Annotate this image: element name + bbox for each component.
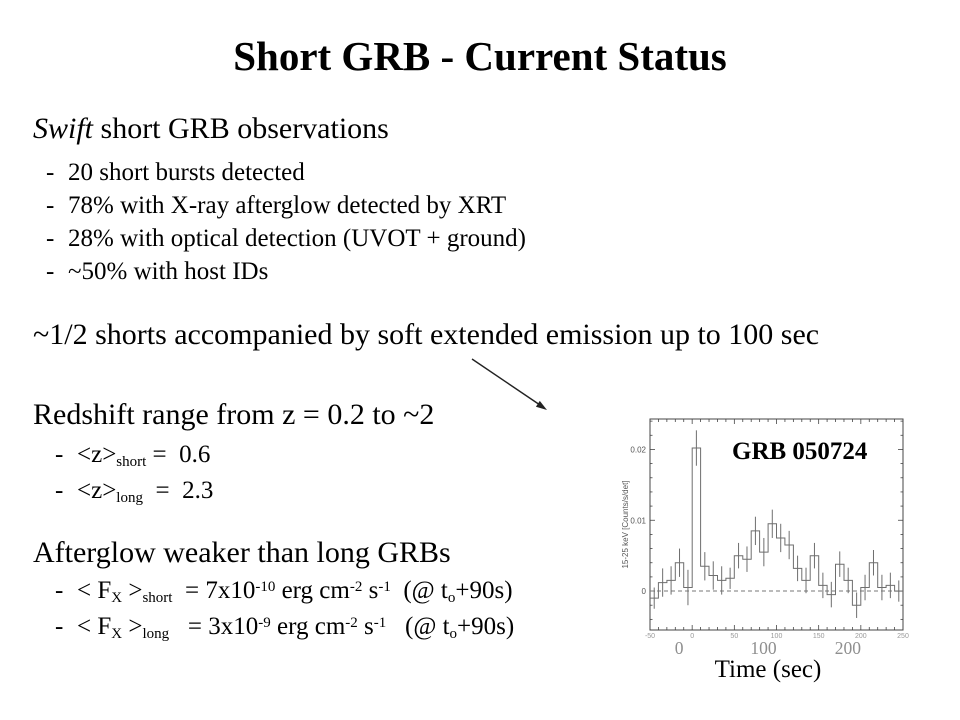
redshift-bullet-list: - <z>short = 0.6 - <z>long = 2.3	[55, 438, 213, 510]
bullet-dash: -	[46, 225, 55, 252]
list-item: - 28% with optical detection (UVOT + gro…	[46, 223, 526, 256]
bullet-dash: -	[46, 192, 55, 219]
redshift-heading: Redshift range from z = 0.2 to ~2	[33, 398, 435, 431]
bullet-text: < FX >long = 3x10-9 erg cm-2 s-1 (@ to+9…	[77, 613, 515, 643]
svg-text:250: 250	[897, 633, 909, 640]
extended-emission-statement: ~1/2 shorts accompanied by soft extended…	[33, 318, 820, 351]
plot-title: GRB 050724	[732, 438, 868, 465]
bullet-text: <z>short = 0.6	[77, 441, 211, 471]
observations-heading-rest: short GRB observations	[93, 112, 389, 145]
lightcurve-plot-canvas: 0 0.01 0.02 15-25 keV [Counts/s/det] -50 0 50 1…	[621, 418, 909, 658]
bullet-dash: -	[55, 613, 64, 640]
list-item: - <z>short = 0.6	[55, 438, 213, 474]
list-item: - ~50% with host IDs	[46, 256, 526, 289]
bullet-text: 28% with optical detection (UVOT + groun…	[68, 225, 526, 252]
svg-text:100: 100	[771, 633, 783, 640]
list-item: - 78% with X-ray afterglow detected by X…	[46, 190, 526, 223]
bullet-text: <z>long = 2.3	[77, 477, 214, 507]
bullet-dash: -	[55, 441, 64, 468]
afterglow-heading: Afterglow weaker than long GRBs	[33, 536, 451, 569]
afterglow-bullet-list: - < FX >short = 7x10-10 erg cm-2 s-1 (@ …	[55, 574, 514, 646]
svg-text:200: 200	[855, 633, 867, 640]
svg-text:0.02: 0.02	[630, 445, 646, 454]
svg-text:100: 100	[750, 638, 777, 658]
observations-heading: Swift short GRB observations	[33, 112, 389, 146]
list-item: - 20 short bursts detected	[46, 157, 526, 190]
bullet-text: 20 short bursts detected	[68, 159, 305, 186]
svg-text:150: 150	[813, 633, 825, 640]
page-title: Short GRB - Current Status	[233, 33, 727, 79]
grb-lightcurve-plot: 0 0.01 0.02 15-25 keV [Counts/s/det] -50 0 50 1…	[618, 412, 918, 712]
svg-text:200: 200	[835, 638, 862, 658]
list-item: - <z>long = 2.3	[55, 474, 213, 510]
bullet-text: 78% with X-ray afterglow detected by XRT	[68, 192, 507, 219]
svg-text:-50: -50	[645, 633, 655, 640]
svg-text:15-25 keV [Counts/s/det]: 15-25 keV [Counts/s/det]	[621, 480, 630, 568]
svg-text:0: 0	[675, 638, 684, 658]
bullet-dash: -	[46, 258, 55, 285]
bullet-dash: -	[46, 159, 55, 186]
list-item: - < FX >short = 7x10-10 erg cm-2 s-1 (@ …	[55, 574, 514, 610]
svg-text:0.01: 0.01	[630, 516, 646, 525]
bullet-dash: -	[55, 477, 64, 504]
bullet-text: ~50% with host IDs	[68, 258, 269, 285]
bullet-text: < FX >short = 7x10-10 erg cm-2 s-1 (@ to…	[77, 577, 513, 607]
svg-text:0: 0	[690, 633, 694, 640]
svg-text:0: 0	[642, 587, 647, 596]
observations-bullet-list: - 20 short bursts detected - 78% with X-…	[46, 157, 526, 289]
swift-italic: Swift	[33, 112, 94, 145]
list-item: - < FX >long = 3x10-9 erg cm-2 s-1 (@ to…	[55, 610, 514, 646]
svg-text:50: 50	[730, 633, 738, 640]
arrow-connector-icon	[471, 358, 547, 410]
bullet-dash: -	[55, 577, 64, 604]
x-axis-label: Time (sec)	[714, 656, 822, 683]
